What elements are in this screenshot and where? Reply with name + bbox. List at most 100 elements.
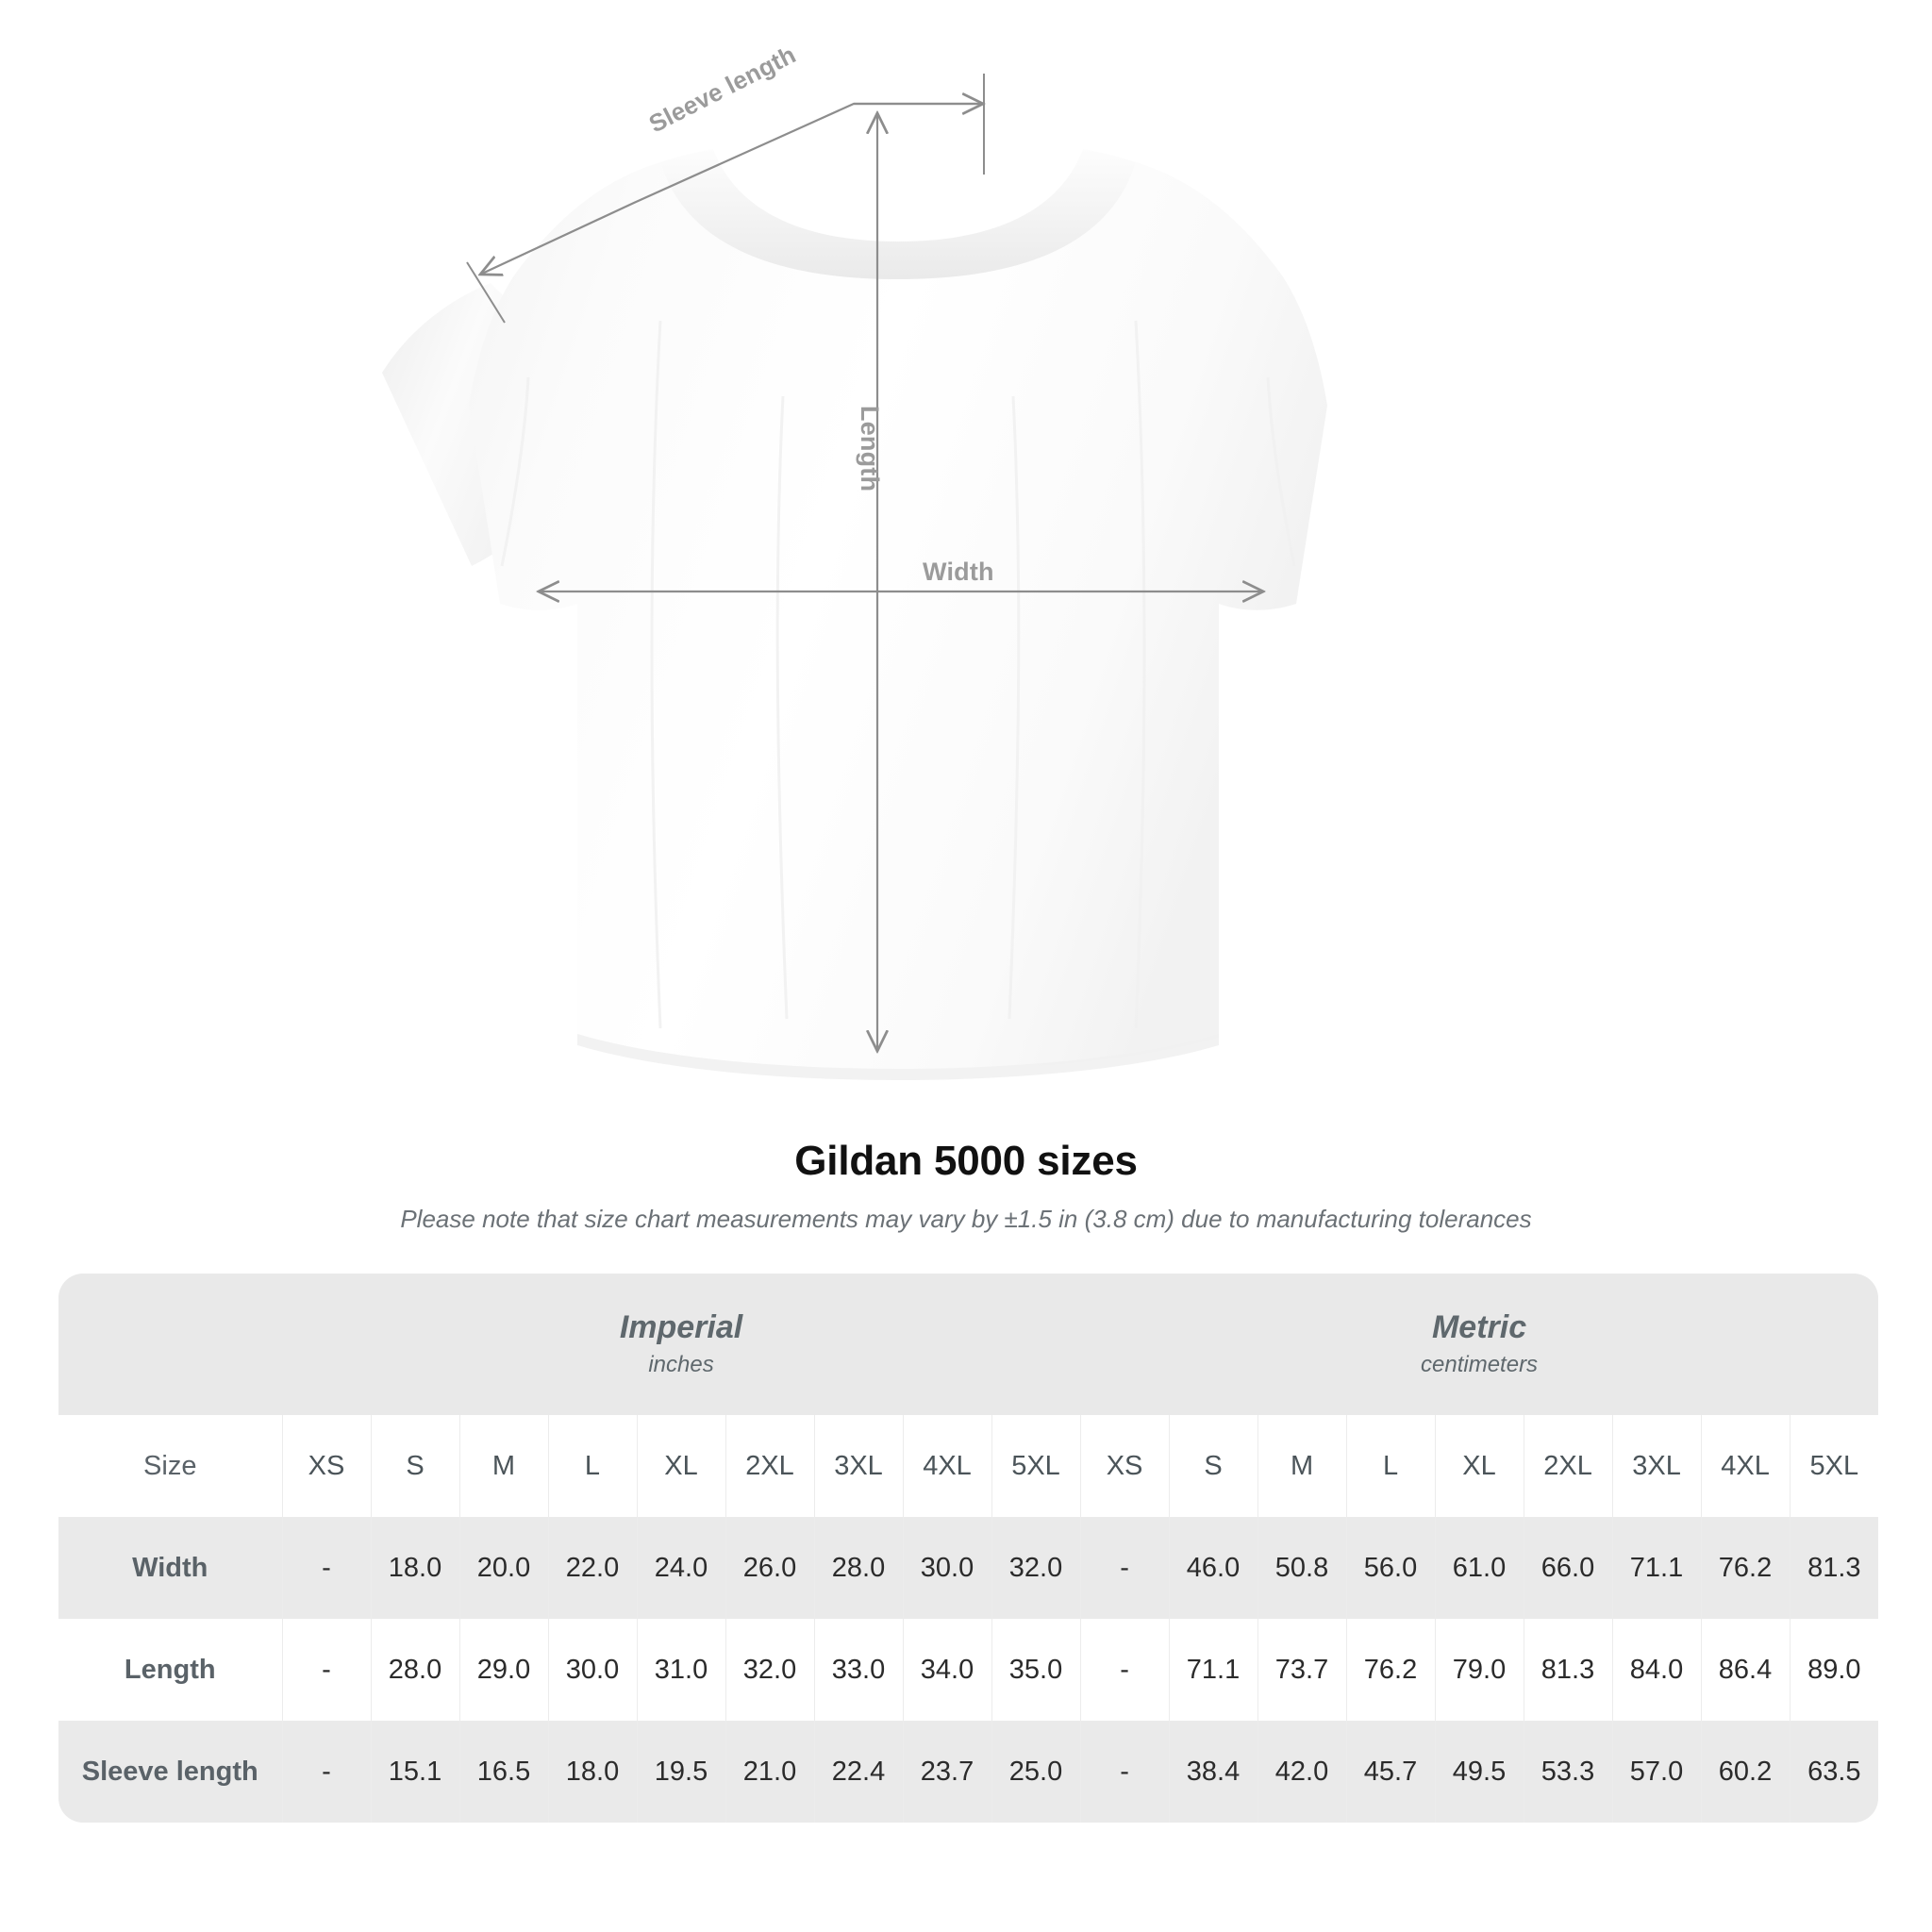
cell: -	[1080, 1721, 1170, 1823]
size-chart-table: Imperial inches Metric centimeters Size …	[58, 1274, 1879, 1823]
cell: 35.0	[991, 1619, 1081, 1721]
cell: 29.0	[459, 1619, 549, 1721]
size-col-metric-3xl: 3XL	[1612, 1415, 1702, 1517]
cell: 61.0	[1435, 1517, 1524, 1619]
cell: 21.0	[725, 1721, 815, 1823]
size-col-metric-4xl: 4XL	[1701, 1415, 1790, 1517]
tshirt-shape	[382, 149, 1327, 1080]
size-col-metric-5xl: 5XL	[1790, 1415, 1879, 1517]
cell: 79.0	[1435, 1619, 1524, 1721]
cell: 86.4	[1701, 1619, 1790, 1721]
size-col-imperial-2xl: 2XL	[725, 1415, 815, 1517]
cell: 71.1	[1169, 1619, 1258, 1721]
cell: -	[1080, 1517, 1170, 1619]
size-col-metric-s: S	[1169, 1415, 1258, 1517]
cell: 76.2	[1346, 1619, 1436, 1721]
size-col-imperial-s: S	[371, 1415, 460, 1517]
tolerance-note: Please note that size chart measurements…	[400, 1205, 1532, 1233]
cell: -	[282, 1619, 372, 1721]
tshirt-measurement-diagram: Sleeve length Length Width	[382, 40, 1327, 1080]
cell: 81.3	[1524, 1619, 1613, 1721]
length-label: Length	[856, 406, 884, 492]
size-col-metric-l: L	[1346, 1415, 1436, 1517]
cell: 57.0	[1612, 1721, 1702, 1823]
size-col-metric-2xl: 2XL	[1524, 1415, 1613, 1517]
cell: 32.0	[991, 1517, 1081, 1619]
cell: 28.0	[814, 1517, 904, 1619]
cell: -	[282, 1517, 372, 1619]
cell: 32.0	[725, 1619, 815, 1721]
cell: 18.0	[371, 1517, 460, 1619]
cell: 19.5	[637, 1721, 726, 1823]
cell: 49.5	[1435, 1721, 1524, 1823]
imperial-label: Imperial	[619, 1309, 743, 1346]
row-label-length: Length	[58, 1619, 283, 1721]
page-title: Gildan 5000 sizes	[794, 1138, 1138, 1184]
cell: 84.0	[1612, 1619, 1702, 1721]
cell: 15.1	[371, 1721, 460, 1823]
cell: 28.0	[371, 1619, 460, 1721]
imperial-group-cell: Imperial inches	[282, 1274, 1081, 1415]
cell: 73.7	[1257, 1619, 1347, 1721]
width-label: Width	[923, 558, 994, 586]
cell: 60.2	[1701, 1721, 1790, 1823]
cell: 30.0	[903, 1517, 992, 1619]
table-row: Length - 28.0 29.0 30.0 31.0 32.0 33.0 3…	[58, 1619, 1879, 1721]
cell: 33.0	[814, 1619, 904, 1721]
cell: 45.7	[1346, 1721, 1436, 1823]
unit-header-row: Imperial inches Metric centimeters	[58, 1274, 1879, 1415]
size-col-metric-xs: XS	[1080, 1415, 1170, 1517]
imperial-unit: inches	[648, 1351, 714, 1377]
cell: 20.0	[459, 1517, 549, 1619]
size-col-metric-m: M	[1257, 1415, 1347, 1517]
cell: 63.5	[1790, 1721, 1879, 1823]
cell: 22.0	[548, 1517, 638, 1619]
cell: 42.0	[1257, 1721, 1347, 1823]
size-col-imperial-4xl: 4XL	[903, 1415, 992, 1517]
cell: 34.0	[903, 1619, 992, 1721]
size-header-row: Size XS S M L XL 2XL 3XL 4XL 5XL XS S M …	[58, 1415, 1879, 1517]
metric-label: Metric	[1431, 1309, 1527, 1346]
size-col-imperial-3xl: 3XL	[814, 1415, 904, 1517]
cell: 56.0	[1346, 1517, 1436, 1619]
cell: 18.0	[548, 1721, 638, 1823]
cell: 23.7	[903, 1721, 992, 1823]
cell: 71.1	[1612, 1517, 1702, 1619]
metric-group-cell: Metric centimeters	[1080, 1274, 1879, 1415]
size-header-label: Size	[58, 1415, 283, 1517]
table-row: Width - 18.0 20.0 22.0 24.0 26.0 28.0 30…	[58, 1517, 1879, 1619]
size-col-imperial-m: M	[459, 1415, 549, 1517]
size-col-imperial-xs: XS	[282, 1415, 372, 1517]
cell: 46.0	[1169, 1517, 1258, 1619]
tshirt-illustration	[382, 74, 1327, 1080]
unit-spacer-cell	[58, 1274, 282, 1415]
size-col-imperial-5xl: 5XL	[991, 1415, 1081, 1517]
cell: 50.8	[1257, 1517, 1347, 1619]
measurement-lines	[466, 74, 1261, 1049]
size-col-imperial-l: L	[548, 1415, 638, 1517]
size-col-metric-xl: XL	[1435, 1415, 1524, 1517]
table-row: Sleeve length - 15.1 16.5 18.0 19.5 21.0…	[58, 1721, 1879, 1823]
cell: 38.4	[1169, 1721, 1258, 1823]
cell: -	[1080, 1619, 1170, 1721]
cell: 81.3	[1790, 1517, 1879, 1619]
size-col-imperial-xl: XL	[637, 1415, 726, 1517]
cell: 89.0	[1790, 1619, 1879, 1721]
cell: 26.0	[725, 1517, 815, 1619]
cell: 76.2	[1701, 1517, 1790, 1619]
size-table-container: Imperial inches Metric centimeters Size …	[58, 1274, 1879, 1823]
cell: 25.0	[991, 1721, 1081, 1823]
cell: 24.0	[637, 1517, 726, 1619]
cell: 66.0	[1524, 1517, 1613, 1619]
cell: 16.5	[459, 1721, 549, 1823]
metric-unit: centimeters	[1421, 1351, 1539, 1377]
cell: -	[282, 1721, 372, 1823]
row-label-sleeve-length: Sleeve length	[58, 1721, 283, 1823]
cell: 53.3	[1524, 1721, 1613, 1823]
cell: 31.0	[637, 1619, 726, 1721]
sleeve-start-tick	[466, 261, 506, 324]
cell: 30.0	[548, 1619, 638, 1721]
cell: 22.4	[814, 1721, 904, 1823]
row-label-width: Width	[58, 1517, 283, 1619]
